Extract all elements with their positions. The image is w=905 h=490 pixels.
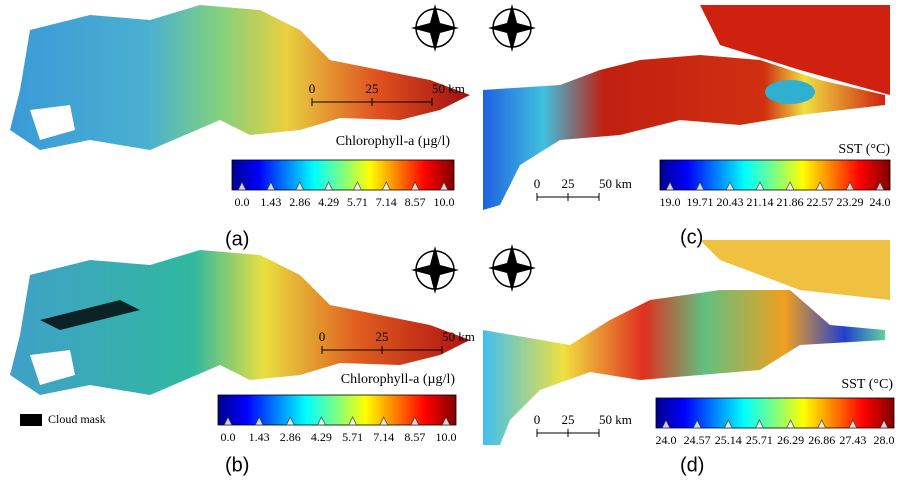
colorbar-tick-label: 5.71 — [347, 195, 368, 209]
colorbar-tick-label: 25.14 — [715, 433, 742, 447]
colorbar-tick-label: 22.57 — [807, 195, 834, 209]
scalebar-label: 0 — [309, 81, 316, 96]
colorbar-tick-label: 4.29 — [311, 430, 332, 444]
colorbar-title: SST (°C) — [838, 142, 890, 157]
colorbar-tick-label: 26.29 — [777, 433, 804, 447]
colorbar-tick-label: 24.0 — [870, 195, 891, 209]
colorbar-tick-label: 4.29 — [318, 195, 339, 209]
compass — [411, 246, 459, 294]
colorbar — [660, 160, 890, 190]
scalebar-label: 25 — [366, 81, 379, 96]
colorbar-tick-label: 23.29 — [837, 195, 864, 209]
colorbar-tick-label: 10.0 — [436, 430, 457, 444]
colorbar-tick-label: 10.0 — [434, 195, 455, 209]
colorbar-tick-label: 5.71 — [342, 430, 363, 444]
scalebar-label: 50 km — [599, 176, 632, 191]
colorbar-tick-label: 28.0 — [874, 433, 895, 447]
scalebar-label: 0 — [534, 412, 541, 427]
figure: (a) Chlorophyll-a (µg/l) 0.0 1.43 2.86 4.29 5.… — [0, 0, 905, 490]
colorbar-tick-label: 25.71 — [746, 433, 773, 447]
cloud-mask-swatch — [20, 414, 42, 426]
colorbar — [656, 398, 894, 428]
colorbar-tick-label: 2.86 — [289, 195, 310, 209]
scalebar-label: 25 — [562, 412, 575, 427]
colorbar-tick-label: 20.43 — [717, 195, 744, 209]
colorbar-tick-label: 21.86 — [777, 195, 804, 209]
map-a — [10, 5, 470, 150]
colorbar-tick-label: 7.14 — [376, 195, 397, 209]
compass-star — [488, 4, 536, 52]
colorbar-tick-label: 19.0 — [660, 195, 681, 209]
colorbar-tick-label: 21.14 — [747, 195, 774, 209]
compass — [488, 4, 536, 52]
colorbar-tick-label: 24.0 — [656, 433, 677, 447]
colorbar-tick-label: 19.71 — [687, 195, 714, 209]
compass — [488, 244, 536, 292]
colorbar-tick-label: 0.0 — [221, 430, 236, 444]
compass — [411, 4, 459, 52]
panel-label: (d) — [680, 454, 704, 476]
colorbar — [218, 395, 456, 425]
colorbar-title: Chlorophyll-a (µg/l) — [336, 134, 451, 149]
scalebar-label: 0 — [534, 176, 541, 191]
panel-label: (a) — [225, 228, 249, 250]
scalebar-label: 50 km — [442, 329, 475, 344]
compass-star — [488, 244, 536, 292]
colorbar-tick-label: 26.86 — [808, 433, 835, 447]
colorbar-tick-label: 27.43 — [839, 433, 866, 447]
compass-star — [411, 4, 459, 52]
colorbar-tick-label: 8.57 — [405, 195, 426, 209]
scalebar-label: 50 km — [432, 81, 465, 96]
colorbar-tick-label: 0.0 — [235, 195, 250, 209]
panel-label: (c) — [680, 226, 703, 248]
colorbar-title: SST (°C) — [841, 377, 893, 392]
scalebar-label: 50 km — [599, 412, 632, 427]
colorbar-tick-label: 1.43 — [260, 195, 281, 209]
colorbar — [232, 160, 454, 190]
colorbar-tick-label: 24.57 — [684, 433, 711, 447]
scalebar-label: 25 — [562, 176, 575, 191]
scalebar-label: 25 — [376, 329, 389, 344]
colorbar-title: Chlorophyll-a (µg/l) — [341, 372, 456, 387]
colorbar-tick-label: 2.86 — [280, 430, 301, 444]
legend-label: Cloud mask — [48, 412, 106, 426]
colorbar-tick-label: 1.43 — [249, 430, 270, 444]
colorbar-tick-label: 8.57 — [404, 430, 425, 444]
panel-label: (b) — [225, 454, 249, 476]
scalebar-label: 0 — [319, 329, 326, 344]
colorbar-tick-label: 7.14 — [373, 430, 394, 444]
compass-star — [411, 246, 459, 294]
